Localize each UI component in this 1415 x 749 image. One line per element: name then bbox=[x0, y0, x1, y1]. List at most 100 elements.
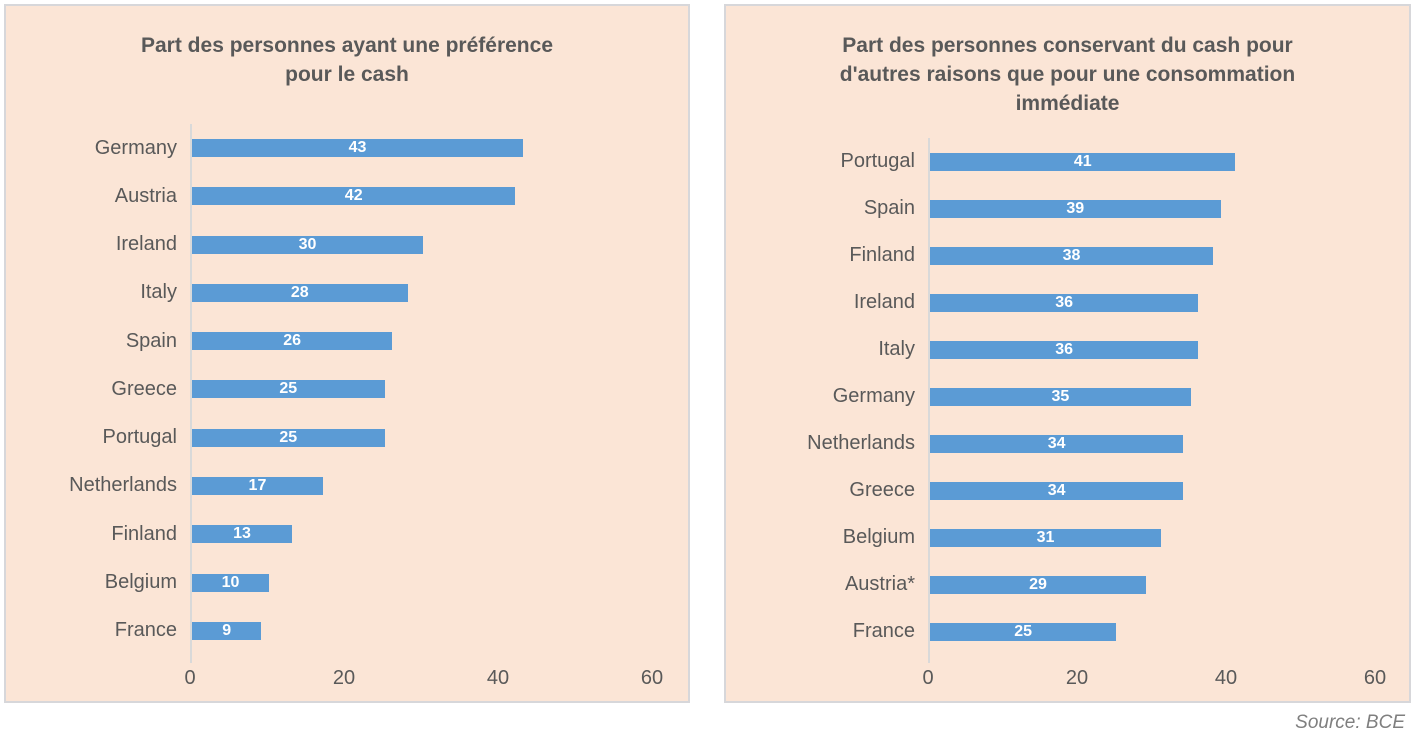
bar-value-label: 28 bbox=[290, 283, 309, 301]
chart-row: France 9 bbox=[6, 606, 678, 655]
bar-track: 25 bbox=[190, 365, 678, 414]
bar: 25 bbox=[192, 428, 385, 447]
bar: 26 bbox=[192, 332, 393, 351]
x-axis-line bbox=[190, 654, 192, 663]
bar: 35 bbox=[930, 387, 1191, 406]
category-label: Belgium bbox=[104, 571, 177, 594]
category-label: France bbox=[114, 619, 177, 642]
chart-row: Italy 28 bbox=[6, 268, 678, 318]
x-axis-line bbox=[928, 654, 930, 663]
bar-track: 10 bbox=[190, 558, 678, 607]
bar: 36 bbox=[930, 340, 1199, 359]
x-axis: 0 20 40 60 bbox=[726, 667, 1409, 693]
source-note: Source: BCE bbox=[1295, 712, 1405, 733]
bar-value-label: 17 bbox=[248, 476, 267, 494]
bar: 43 bbox=[192, 139, 524, 158]
category-label: Netherlands bbox=[807, 432, 915, 454]
bar: 17 bbox=[192, 476, 323, 495]
bar-value-label: 25 bbox=[279, 428, 298, 446]
bar-value-label: 42 bbox=[344, 187, 363, 205]
chart-row: Italy 36 bbox=[726, 326, 1399, 373]
bar-track: 43 bbox=[190, 124, 678, 173]
category-label: Italy bbox=[140, 281, 177, 304]
chart-row: Finland 38 bbox=[726, 232, 1399, 279]
bar-chart-rows: Germany 43 Austria 42 Ireland 30 Italy 28 Spain 2… bbox=[6, 124, 678, 655]
bar: 36 bbox=[930, 293, 1199, 312]
bar-value-label: 31 bbox=[1036, 528, 1055, 546]
bar-track: 25 bbox=[190, 413, 678, 462]
chart-row: France 25 bbox=[726, 608, 1399, 655]
x-axis-tick-label: 60 bbox=[640, 667, 664, 689]
bar: 29 bbox=[930, 575, 1147, 594]
x-axis-tick-label: 0 bbox=[922, 667, 934, 689]
bar-track: 26 bbox=[190, 317, 678, 366]
bar-track: 13 bbox=[190, 510, 678, 559]
category-label: Portugal bbox=[840, 150, 916, 172]
x-axis: 0 20 40 60 bbox=[6, 667, 688, 693]
category-label: France bbox=[852, 620, 915, 642]
bar-value-label: 39 bbox=[1066, 199, 1085, 217]
bar-value-label: 36 bbox=[1055, 340, 1073, 358]
chart-row: Netherlands 17 bbox=[6, 461, 678, 511]
bar-track: 25 bbox=[928, 608, 1399, 655]
bar-value-label: 25 bbox=[1014, 622, 1033, 640]
chart-row: Germany 35 bbox=[726, 373, 1399, 420]
category-label: Spain bbox=[125, 329, 177, 352]
bar-track: 34 bbox=[928, 467, 1399, 514]
x-axis-tick-label: 20 bbox=[1065, 667, 1089, 689]
chart-row: Ireland 36 bbox=[726, 279, 1399, 326]
bar-value-label: 26 bbox=[283, 332, 301, 350]
x-axis-tick-label: 40 bbox=[486, 667, 510, 689]
chart-row: Austria* 29 bbox=[726, 561, 1399, 608]
category-label: Portugal bbox=[102, 426, 178, 449]
chart-row: Germany 43 bbox=[6, 124, 678, 173]
chart-row: Portugal 41 bbox=[726, 138, 1399, 185]
bar-track: 9 bbox=[190, 606, 678, 655]
category-label: Austria* bbox=[844, 573, 915, 595]
bar: 30 bbox=[192, 235, 423, 254]
bar-track: 34 bbox=[928, 420, 1399, 467]
bar-track: 39 bbox=[928, 185, 1399, 232]
chart-row: Portugal 25 bbox=[6, 413, 678, 462]
bar: 28 bbox=[192, 283, 408, 302]
bar-value-label: 13 bbox=[233, 525, 251, 543]
category-label: Ireland bbox=[853, 291, 915, 313]
bar-value-label: 30 bbox=[298, 235, 317, 253]
bar-value-label: 41 bbox=[1073, 152, 1092, 170]
bar-value-label: 38 bbox=[1062, 246, 1081, 264]
bar-track: 28 bbox=[190, 268, 678, 318]
category-label: Spain bbox=[863, 197, 915, 219]
bar: 42 bbox=[192, 187, 516, 206]
x-axis-tick-label: 40 bbox=[1214, 667, 1238, 689]
category-label: Finland bbox=[849, 244, 915, 266]
bar-value-label: 43 bbox=[348, 139, 367, 157]
category-label: Germany bbox=[94, 136, 177, 159]
category-label: Ireland bbox=[115, 233, 177, 256]
bar-value-label: 35 bbox=[1051, 387, 1070, 405]
category-label: Greece bbox=[849, 479, 915, 501]
chart-row: Greece 34 bbox=[726, 467, 1399, 514]
category-label: Netherlands bbox=[69, 474, 177, 497]
bar-track: 36 bbox=[928, 326, 1399, 373]
chart-row: Austria 42 bbox=[6, 172, 678, 221]
category-label: Belgium bbox=[842, 526, 915, 548]
chart-row: Spain 39 bbox=[726, 185, 1399, 232]
bar-track: 42 bbox=[190, 172, 678, 221]
bar-track: 35 bbox=[928, 373, 1399, 420]
chart-row: Belgium 31 bbox=[726, 514, 1399, 561]
bar: 25 bbox=[930, 622, 1117, 641]
bar-value-label: 34 bbox=[1047, 434, 1066, 452]
bar: 25 bbox=[192, 380, 385, 399]
category-label: Austria bbox=[114, 184, 177, 207]
chart-title: Part des personnes ayant une préférence … bbox=[141, 34, 553, 86]
category-label: Italy bbox=[878, 338, 915, 360]
chart-row: Greece 25 bbox=[6, 365, 678, 414]
category-label: Finland bbox=[111, 522, 177, 545]
bar: 34 bbox=[930, 481, 1184, 500]
bar: 34 bbox=[930, 434, 1184, 453]
chart-title: Part des personnes conservant du cash po… bbox=[839, 34, 1296, 115]
chart-panel-cash-hoarding: Part des personnes conservant du cash po… bbox=[724, 4, 1411, 703]
bar-chart-rows: Portugal 41 Spain 39 Finland 38 Ireland 36 Italy… bbox=[726, 138, 1399, 655]
chart-row: Belgium 10 bbox=[6, 558, 678, 607]
bar: 39 bbox=[930, 199, 1221, 218]
